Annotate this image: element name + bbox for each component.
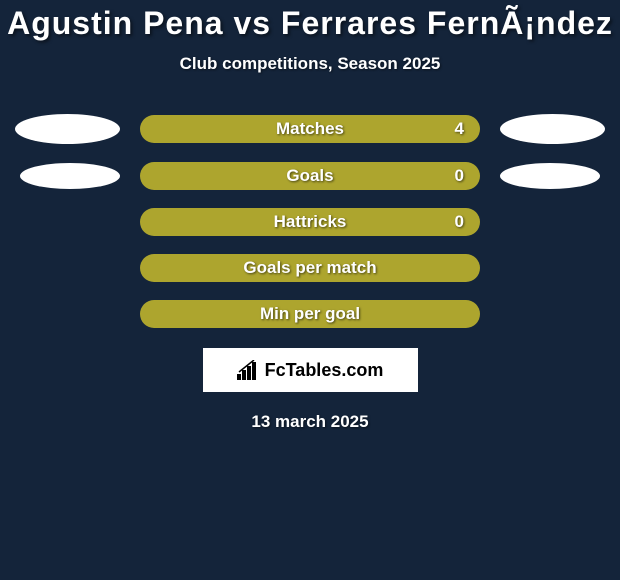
stat-bar-goals: Goals 0: [140, 162, 480, 190]
stat-row-matches: Matches 4: [0, 114, 620, 144]
stat-row-min-per-goal: Min per goal: [0, 300, 620, 328]
stats-section: Matches 4 Goals 0 Hattricks 0 Goals: [0, 114, 620, 328]
logo-text: FcTables.com: [265, 360, 384, 381]
stat-bar-goals-per-match: Goals per match: [140, 254, 480, 282]
stat-label-goals-per-match: Goals per match: [243, 258, 376, 278]
left-ellipse-icon: [20, 163, 120, 189]
right-ellipse-icon: [500, 114, 605, 144]
page-container: Agustin Pena vs Ferrares FernÃ¡ndez Club…: [0, 0, 620, 432]
stat-row-goals-per-match: Goals per match: [0, 254, 620, 282]
stat-row-goals: Goals 0: [0, 162, 620, 190]
left-ellipse-icon: [15, 114, 120, 144]
stat-bar-min-per-goal: Min per goal: [140, 300, 480, 328]
branding-logo[interactable]: FcTables.com: [203, 348, 418, 392]
chart-icon: [237, 360, 261, 380]
stat-bar-hattricks: Hattricks 0: [140, 208, 480, 236]
stat-value-hattricks: 0: [455, 212, 464, 232]
stat-label-min-per-goal: Min per goal: [260, 304, 360, 324]
stat-label-matches: Matches: [276, 119, 344, 139]
stat-value-goals: 0: [455, 166, 464, 186]
stat-bar-matches: Matches 4: [140, 115, 480, 143]
stat-value-matches: 4: [455, 119, 464, 139]
right-ellipse-icon: [500, 163, 600, 189]
stat-label-hattricks: Hattricks: [274, 212, 347, 232]
stat-label-goals: Goals: [286, 166, 333, 186]
page-subtitle: Club competitions, Season 2025: [0, 54, 620, 74]
page-title: Agustin Pena vs Ferrares FernÃ¡ndez: [0, 5, 620, 42]
stat-row-hattricks: Hattricks 0: [0, 208, 620, 236]
footer-date: 13 march 2025: [0, 412, 620, 432]
